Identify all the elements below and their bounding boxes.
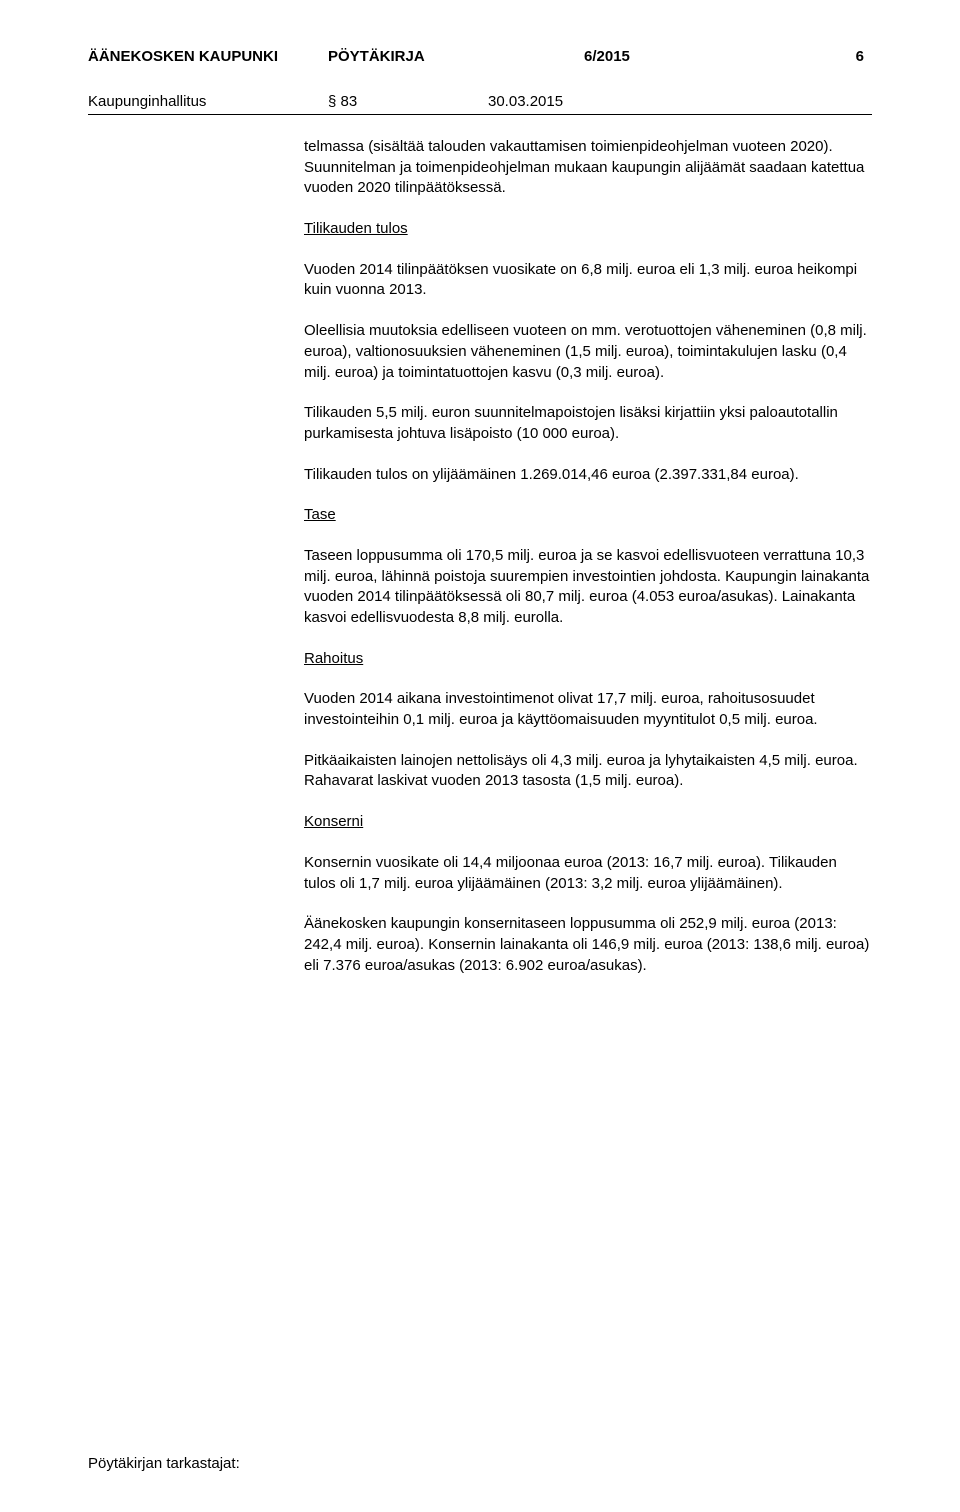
doc-type: PÖYTÄKIRJA	[328, 48, 584, 65]
paragraph: Äänekosken kaupungin konsernitaseen lopp…	[304, 914, 872, 976]
document-body: telmassa (sisältää talouden vakauttamise…	[304, 137, 872, 976]
section-heading-tulos: Tilikauden tulos	[304, 219, 872, 240]
paragraph: telmassa (sisältää talouden vakauttamise…	[304, 137, 872, 199]
paragraph: Konsernin vuosikate oli 14,4 miljoonaa e…	[304, 853, 872, 894]
document-subheader: Kaupunginhallitus § 83 30.03.2015	[88, 93, 872, 115]
org-name: ÄÄNEKOSKEN KAUPUNKI	[88, 48, 328, 65]
section-number: § 83	[328, 93, 488, 110]
paragraph: Pitkäaikaisten lainojen nettolisäys oli …	[304, 751, 872, 792]
section-heading-konserni: Konserni	[304, 812, 872, 833]
document-header: ÄÄNEKOSKEN KAUPUNKI PÖYTÄKIRJA 6/2015 6	[88, 48, 872, 65]
doc-number: 6/2015	[584, 48, 784, 65]
paragraph: Vuoden 2014 aikana investointimenot oliv…	[304, 689, 872, 730]
footer-text: Pöytäkirjan tarkastajat:	[88, 1455, 240, 1472]
meeting-date: 30.03.2015	[488, 93, 688, 110]
page-number: 6	[784, 48, 872, 65]
paragraph: Oleellisia muutoksia edelliseen vuoteen …	[304, 321, 872, 383]
section-heading-rahoitus: Rahoitus	[304, 649, 872, 670]
paragraph: Tilikauden 5,5 milj. euron suunnitelmapo…	[304, 403, 872, 444]
section-heading-tase: Tase	[304, 505, 872, 526]
paragraph: Vuoden 2014 tilinpäätöksen vuosikate on …	[304, 260, 872, 301]
paragraph: Taseen loppusumma oli 170,5 milj. euroa …	[304, 546, 872, 629]
paragraph: Tilikauden tulos on ylijäämäinen 1.269.0…	[304, 465, 872, 486]
board-name: Kaupunginhallitus	[88, 93, 328, 110]
